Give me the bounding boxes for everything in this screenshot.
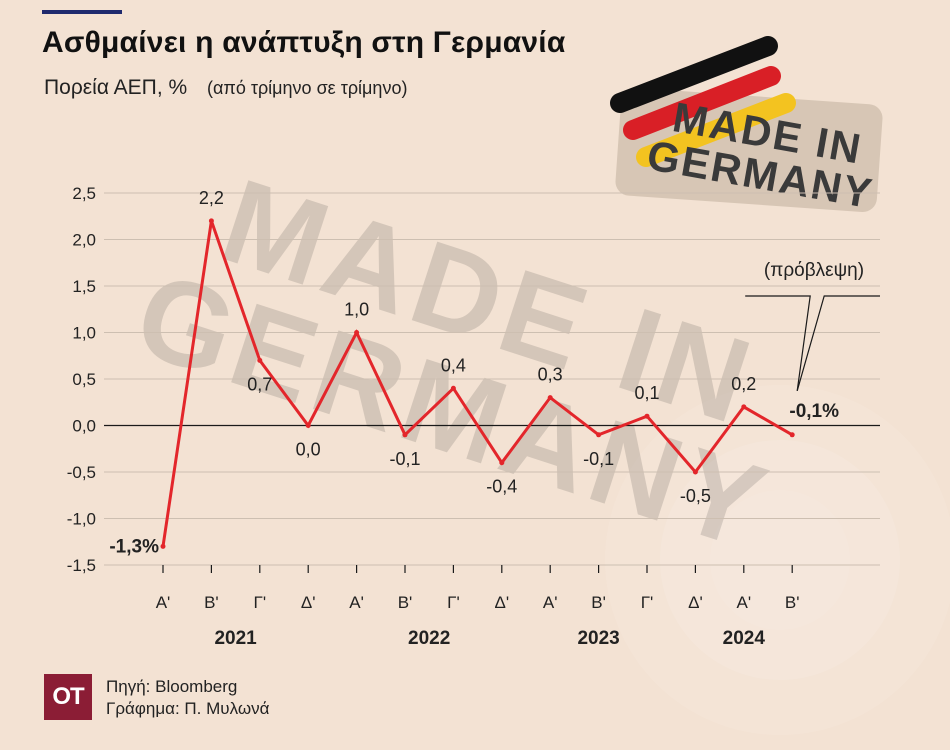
y-tick-label: -0,5 <box>67 463 96 482</box>
x-tick-label: Δ' <box>494 593 509 612</box>
y-tick-label: 1,0 <box>72 324 96 343</box>
data-point <box>789 432 795 438</box>
x-tick-label: Δ' <box>301 593 316 612</box>
data-point <box>450 385 456 391</box>
data-point <box>305 423 311 428</box>
y-tick-label: 2,5 <box>72 184 96 203</box>
data-label: 0,4 <box>441 355 466 375</box>
x-tick-label: Β' <box>591 593 606 612</box>
y-axis-ticks: 2,5 2,0 1,5 1,0 0,5 0,0 -0,5 -1,0 -1,5 <box>67 184 96 575</box>
x-tick-label: Α' <box>156 593 171 612</box>
data-label: 2,2 <box>199 188 224 208</box>
data-label: 0,2 <box>731 374 756 394</box>
data-label: -0,5 <box>680 486 711 506</box>
footer-credits: Πηγή: Bloomberg Γράφημα: Π. Μυλωνά <box>106 676 269 720</box>
x-tick-label: Γ' <box>447 593 460 612</box>
x-tick-label: Β' <box>785 593 800 612</box>
background-discs <box>605 385 950 735</box>
year-label: 2023 <box>577 628 619 649</box>
subtitle-main: Πορεία ΑΕΠ, % <box>44 76 188 99</box>
annotation-leader-left <box>745 295 811 391</box>
credit-text: Γράφημα: Π. Μυλωνά <box>106 699 270 718</box>
x-tick-label: Β' <box>204 593 219 612</box>
source-text: Πηγή: Bloomberg <box>106 677 238 696</box>
x-axis-ticks: Α' Β' Γ' Δ' Α' Β' Γ' Δ' Α' Β' Γ' Δ' Α' Β' <box>156 565 800 612</box>
y-tick-label: 1,5 <box>72 277 96 296</box>
year-labels: 2021 2022 2023 2024 <box>214 628 765 649</box>
data-point <box>741 404 747 410</box>
x-tick-label: Α' <box>543 593 558 612</box>
y-tick-label: -1,5 <box>67 556 96 575</box>
data-label: -0,4 <box>486 477 517 497</box>
data-point <box>354 330 360 335</box>
data-label: -0,1 <box>583 449 614 469</box>
top-accent-rule <box>42 10 122 14</box>
year-label: 2024 <box>723 628 766 649</box>
annotation-leader <box>796 295 880 391</box>
year-label: 2021 <box>214 628 257 649</box>
x-tick-label: Γ' <box>253 593 266 612</box>
data-point <box>208 218 214 224</box>
data-point <box>257 357 263 363</box>
data-point <box>596 432 602 438</box>
data-point <box>644 413 650 419</box>
data-label: 0,1 <box>634 383 659 403</box>
watermark-stamp: MADE IN GERMANY <box>121 153 786 576</box>
data-point <box>547 395 553 401</box>
x-tick-label: Α' <box>737 593 752 612</box>
data-point <box>402 432 408 438</box>
data-point <box>692 469 698 475</box>
y-tick-label: 0,0 <box>72 417 96 436</box>
data-label: 0,7 <box>247 374 272 394</box>
data-label: 0,0 <box>296 440 321 460</box>
x-tick-label: Δ' <box>688 593 703 612</box>
data-labels: -1,3% 2,2 0,7 0,0 1,0 -0,1 0,4 -0,4 0,3 -0,1 0,1 -0… <box>109 188 839 558</box>
forecast-annotation: (πρόβλεψη) <box>745 260 880 391</box>
subtitle-note: (από τρίμηνο σε τρίμηνο) <box>207 78 408 98</box>
gdp-series <box>160 218 795 549</box>
series-line <box>161 220 793 547</box>
annotation-text: (πρόβλεψη) <box>764 260 864 281</box>
data-label: -0,1 <box>389 449 420 469</box>
x-tick-label: Α' <box>349 593 364 612</box>
data-label: -0,1% <box>789 401 839 422</box>
y-tick-label: -1,0 <box>67 510 96 529</box>
x-tick-label: Γ' <box>641 593 654 612</box>
y-tick-label: 2,0 <box>72 231 96 250</box>
publisher-logo: ΟΤ <box>44 674 92 720</box>
chart-title: Ασθμαίνει η ανάπτυξη στη Γερμανία <box>42 26 566 59</box>
data-label: 0,3 <box>538 365 563 385</box>
data-point <box>160 543 166 549</box>
data-label: 1,0 <box>344 300 369 320</box>
chart-subtitle: Πορεία ΑΕΠ, % (από τρίμηνο σε τρίμηνο) <box>44 76 407 100</box>
data-point <box>499 460 505 466</box>
y-tick-label: 0,5 <box>72 370 96 389</box>
year-label: 2022 <box>408 628 450 649</box>
x-tick-label: Β' <box>398 593 413 612</box>
data-label: -1,3% <box>109 536 159 557</box>
made-in-germany-badge: MADE IN GERMANY <box>610 36 883 217</box>
